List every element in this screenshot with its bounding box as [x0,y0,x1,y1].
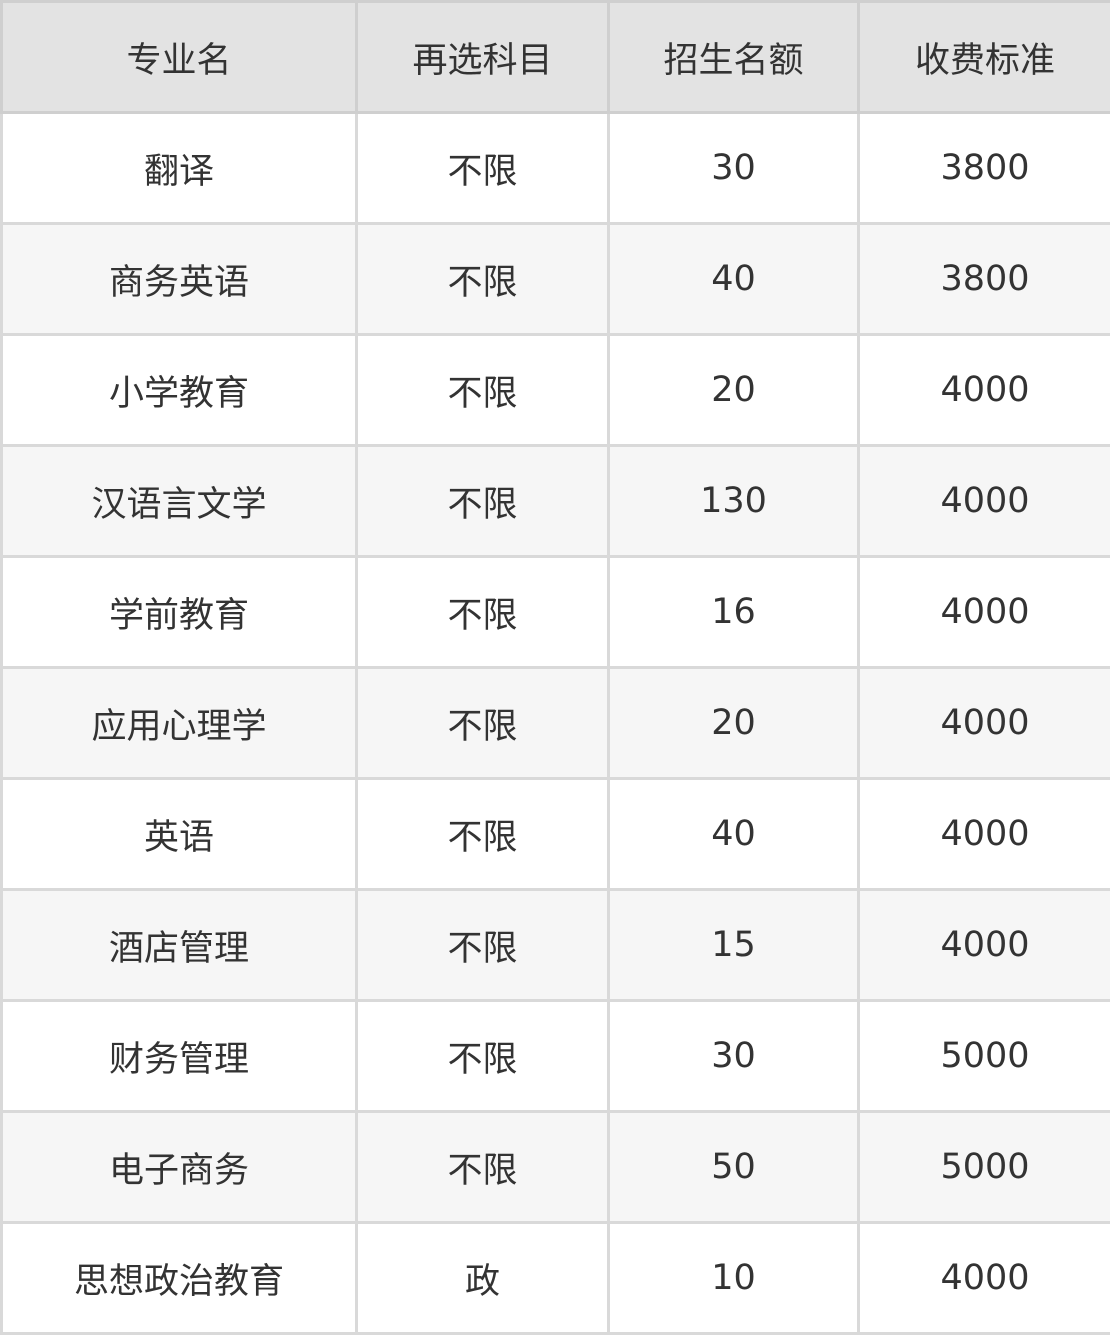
subject-cell: 不限 [355,444,610,558]
table-row: 财务管理 不限 30 5000 [0,999,1110,1113]
major-cell: 小学教育 [0,333,358,447]
major-cell: 商务英语 [0,222,358,336]
quota-cell: 30 [607,999,860,1113]
fee-cell: 4000 [857,888,1110,1002]
quota-cell: 130 [607,444,860,558]
table-row: 思想政治教育政 10 4000 [0,1221,1110,1335]
table-row: 英语 不限 40 4000 [0,777,1110,891]
subject-cell: 不限 [355,666,610,780]
fee-cell: 4000 [857,1221,1110,1335]
quota-cell: 40 [607,222,860,336]
quota-cell: 50 [607,1110,860,1224]
major-cell: 学前教育 [0,555,358,669]
fee-cell: 4000 [857,666,1110,780]
fee-cell: 5000 [857,1110,1110,1224]
subject-cell: 不限 [355,1110,610,1224]
quota-cell: 40 [607,777,860,891]
subject-cell: 不限 [355,222,610,336]
major-cell: 汉语言文学 [0,444,358,558]
subject-cell: 不限 [355,555,610,669]
fee-cell: 3800 [857,111,1110,225]
major-cell: 酒店管理 [0,888,358,1002]
subject-cell: 政 [355,1221,610,1335]
header-fee: 收费标准 [857,0,1110,114]
fee-cell: 3800 [857,222,1110,336]
fee-cell: 4000 [857,444,1110,558]
quota-cell: 20 [607,333,860,447]
header-quota: 招生名额 [607,0,860,114]
major-cell: 英语 [0,777,358,891]
table-row: 翻译 不限 30 3800 [0,111,1110,225]
subject-cell: 不限 [355,111,610,225]
table-row: 汉语言文学 不限 130 4000 [0,444,1110,558]
header-major: 专业名 [0,0,358,114]
header-row: 专业名 再选科目 招生名额 收费标准 [0,0,1110,114]
quota-cell: 20 [607,666,860,780]
subject-cell: 不限 [355,777,610,891]
subject-cell: 不限 [355,888,610,1002]
major-cell: 思想政治教育 [0,1221,358,1335]
header-subject: 再选科目 [355,0,610,114]
subject-cell: 不限 [355,999,610,1113]
table-row: 学前教育 不限 16 4000 [0,555,1110,669]
quota-cell: 15 [607,888,860,1002]
quota-cell: 30 [607,111,860,225]
major-cell: 应用心理学 [0,666,358,780]
fee-cell: 4000 [857,333,1110,447]
table-row: 小学教育 不限 20 4000 [0,333,1110,447]
table-row: 商务英语 不限 40 3800 [0,222,1110,336]
quota-cell: 16 [607,555,860,669]
table-row: 电子商务 不限 50 5000 [0,1110,1110,1224]
fee-cell: 5000 [857,999,1110,1113]
major-cell: 电子商务 [0,1110,358,1224]
subject-cell: 不限 [355,333,610,447]
quota-cell: 10 [607,1221,860,1335]
major-cell: 翻译 [0,111,358,225]
fee-cell: 4000 [857,777,1110,891]
fee-cell: 4000 [857,555,1110,669]
major-cell: 财务管理 [0,999,358,1113]
table-row: 酒店管理 不限 15 4000 [0,888,1110,1002]
table-row: 应用心理学 不限 20 4000 [0,666,1110,780]
